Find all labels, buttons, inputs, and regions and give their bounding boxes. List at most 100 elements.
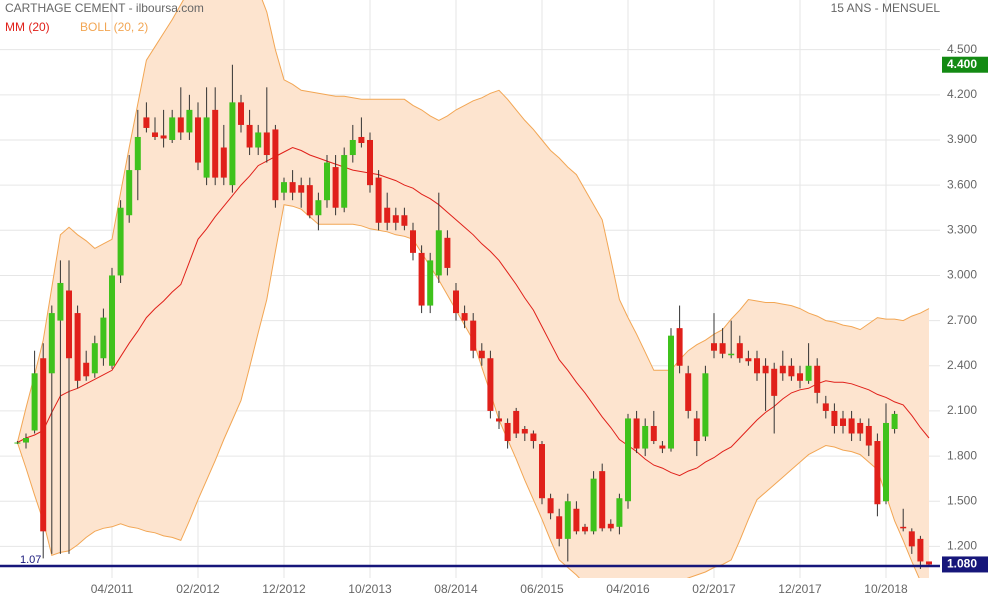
candle-body (306, 185, 313, 216)
candle-body (315, 200, 322, 216)
y-tick-label: 1.800 (947, 448, 977, 462)
candle-body (547, 498, 554, 514)
candle-body (625, 418, 631, 502)
y-tick-label: 2.400 (947, 358, 977, 372)
x-tick-label: 12/2017 (778, 582, 822, 596)
x-tick-label: 02/2017 (692, 582, 736, 596)
candle-body (203, 117, 210, 178)
candle-body (848, 418, 855, 434)
candle-body (900, 526, 907, 529)
candle-body (74, 313, 81, 381)
candle-body (883, 422, 889, 502)
candle-body (771, 368, 778, 396)
candle-body (186, 109, 193, 133)
candle-body (410, 230, 416, 253)
candle-body (788, 365, 795, 377)
candle-body (427, 260, 434, 306)
candle-body (728, 353, 735, 356)
x-tick-label: 10/2018 (864, 582, 908, 596)
candle-body (160, 135, 167, 139)
candle-body (281, 182, 287, 193)
candle-body (530, 433, 537, 442)
candle-body (702, 373, 709, 437)
y-tick-label: 4.500 (947, 42, 977, 56)
candle-body (66, 290, 72, 359)
candle-body (633, 418, 640, 449)
candle-body (332, 167, 339, 208)
y-tick-label: 2.100 (947, 403, 977, 417)
candle-body (229, 102, 236, 186)
candle-body (324, 162, 330, 201)
candle-body (220, 147, 227, 178)
candle-body (91, 343, 98, 374)
overlay: 1.200 1.500 1.800 2.100 2.400 2.700 3.000 3.300… (0, 20, 988, 596)
candle-body (40, 358, 47, 532)
moving-average (17, 146, 930, 477)
candle-body (453, 290, 459, 314)
candle-body (444, 237, 451, 268)
candle-body (272, 129, 279, 201)
candle-body (745, 358, 752, 362)
candle-body (263, 132, 270, 156)
candle-body (109, 275, 115, 366)
candle-body (797, 373, 803, 381)
candle-body (298, 185, 305, 193)
y-tick-label: 3.300 (947, 222, 977, 236)
candle-body (177, 117, 184, 133)
candle-body (487, 358, 494, 411)
candle-body (246, 124, 253, 148)
candle-body (650, 425, 657, 442)
candle-body (48, 313, 55, 374)
candle-body (349, 139, 356, 156)
candle-body (367, 139, 373, 186)
candle-body (392, 215, 399, 223)
candle-body (470, 320, 477, 351)
candle-body (31, 373, 38, 431)
candle-body (134, 136, 141, 171)
y-tick-label: 3.600 (947, 177, 977, 191)
legend-entry: MM (20) (5, 20, 50, 34)
candle-body (857, 422, 864, 434)
candle-body (840, 418, 846, 426)
candle-body (384, 207, 391, 223)
candle-body (564, 501, 571, 539)
candle-body (582, 526, 588, 532)
candle-body (659, 445, 666, 449)
candle-body (496, 418, 502, 422)
candle-body (478, 350, 485, 359)
x-tick-label: 06/2015 (520, 582, 564, 596)
candle-body (539, 444, 545, 499)
candle-body (401, 215, 408, 226)
candle-body (736, 343, 743, 359)
candle-body (831, 410, 838, 426)
candle-body (590, 478, 597, 532)
candle-body (668, 335, 674, 449)
candle-body (117, 207, 124, 276)
candle-body (762, 365, 769, 374)
y-tick-label: 4.200 (947, 87, 977, 101)
price-marker-box (942, 56, 988, 73)
candle-body (616, 498, 623, 527)
candle-body (521, 428, 528, 434)
candle-body (556, 516, 563, 539)
chart-title: CARTHAGE CEMENT - ilboursa.com (5, 1, 204, 15)
candle-body (100, 317, 107, 359)
candle-body (126, 170, 133, 216)
candle-body (822, 403, 829, 411)
candle-body (504, 422, 511, 442)
candle-body (754, 358, 760, 374)
candle-body (908, 531, 915, 547)
candle-body (341, 155, 348, 208)
candle-body (57, 282, 64, 321)
candle-body (607, 523, 614, 529)
chart-subtitle: 15 ANS - MENSUEL (831, 1, 941, 15)
x-tick-label: 04/2016 (606, 582, 650, 596)
candle-body (375, 177, 382, 223)
plot-area (14, 0, 932, 578)
candle-body (814, 365, 821, 393)
candle-body (14, 442, 21, 444)
candle-body (238, 102, 244, 125)
candle-body (711, 343, 717, 351)
candle-body (805, 365, 812, 381)
candle-body (255, 132, 262, 148)
